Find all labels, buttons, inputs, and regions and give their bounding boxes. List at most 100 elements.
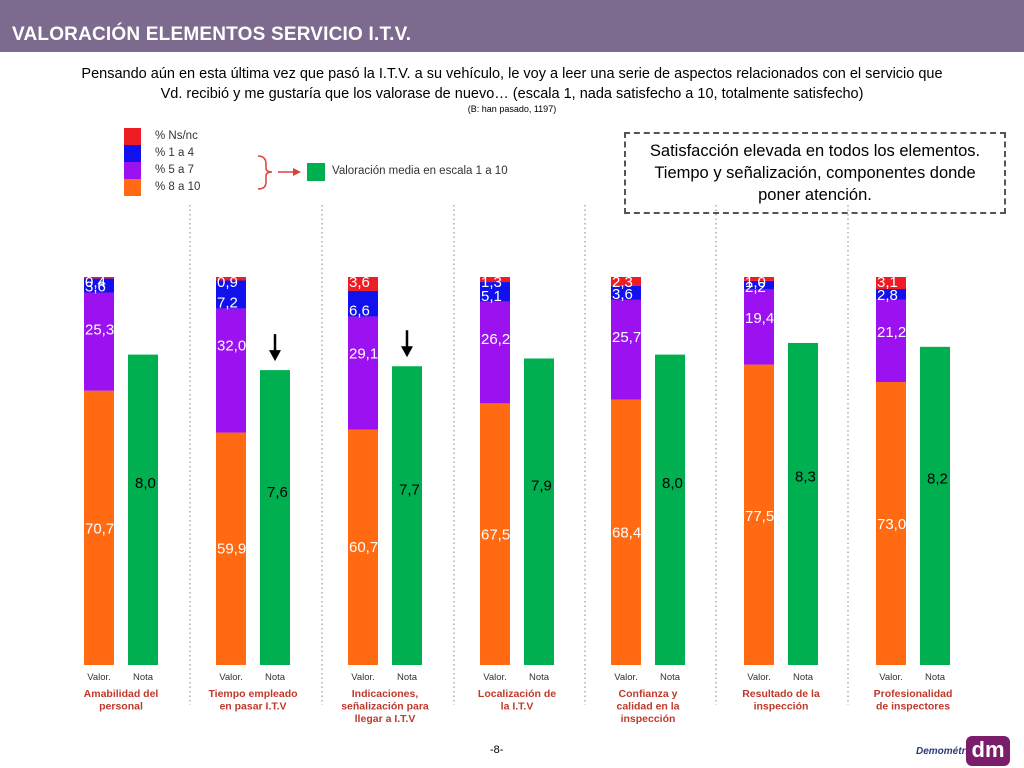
category-label-5-line-3: inspección [621,713,676,725]
bar-mean-5 [655,354,685,665]
bar-segment-r8a10-4 [480,403,510,665]
callout-line-2: Tiempo y señalización, componentes donde [654,164,976,182]
data-label-mean-5: 8,0 [662,475,683,492]
legend-swatch-5a7 [124,162,141,179]
category-label-6-line-1: Resultado de la [742,688,820,700]
data-label-ns-7: 3,1 [877,274,898,291]
data-label-ns-3: 3,6 [349,274,370,291]
sub-label-valor-5: Valor. [614,672,638,683]
data-label-r8a10-1: 70,7 [85,520,114,537]
data-label-r8a10-3: 60,7 [349,539,378,556]
legend-brace [257,155,273,190]
mean-legend: Valoración media en escala 1 a 10 [307,163,567,181]
attention-arrow-head-3 [401,346,413,358]
legend-label-8a10: % 8 a 10 [155,181,201,193]
data-label-ns-4: 1,3 [481,274,502,291]
category-label-4-line-1: Localización de [478,688,556,700]
data-label-ns-6: 1,0 [745,274,766,291]
category-label-2-line-1: Tiempo empleado [208,688,297,700]
bar-segment-r8a10-2 [216,432,246,665]
bar-segment-r1a4-4 [480,282,510,302]
data-label-mean-2: 7,6 [267,484,288,501]
legend-swatch-mean [307,163,325,181]
bar-segment-ns-5 [611,277,641,286]
header-bar: VALORACIÓN ELEMENTOS SERVICIO I.T.V. [0,0,1024,52]
bar-segment-r1a4-7 [876,289,906,300]
legend-item-ns: % Ns/nc [124,128,274,145]
sub-label-valor-2: Valor. [219,672,243,683]
bar-segment-r5a7-3 [348,316,378,430]
category-label-2-line-2: en pasar I.T.V [219,701,286,713]
data-label-ns-2: 0,9 [217,274,238,291]
bar-segment-r5a7-5 [611,299,641,400]
sub-label-nota-1: Nota [133,672,154,683]
bar-segment-r1a4-5 [611,285,641,300]
data-label-mean-4: 7,9 [531,477,552,494]
bar-segment-r8a10-7 [876,382,906,665]
sub-label-nota-5: Nota [660,672,681,683]
sub-label-valor-6: Valor. [747,672,771,683]
bar-mean-6 [788,342,818,665]
page-title: VALORACIÓN ELEMENTOS SERVICIO I.T.V. [12,24,412,45]
category-label-1-line-1: Amabilidad del [84,688,159,700]
sub-label-nota-4: Nota [529,672,550,683]
bar-segment-ns-3 [348,277,378,291]
data-label-r8a10-5: 68,4 [612,525,641,542]
data-label-r8a10-4: 67,5 [481,526,510,543]
question-text: Pensando aún en esta última vez que pasó… [40,64,984,104]
data-label-r8a10-7: 73,0 [877,516,906,533]
data-label-r5a7-5: 25,7 [612,329,641,346]
data-label-mean-1: 8,0 [135,475,156,492]
data-label-r5a7-4: 26,2 [481,331,510,348]
category-label-1-line-2: personal [99,701,143,713]
legend-label-1a4: % 1 a 4 [155,147,194,159]
bar-mean-2 [260,370,290,665]
data-label-r5a7-7: 21,2 [877,324,906,341]
question-line-2: Vd. recibió y me gustaría que los valora… [160,86,864,102]
sample-base: (B: han pasado, 1197) [467,104,557,114]
category-label-7-line-1: Profesionalidad [874,688,953,700]
bar-segment-r1a4-2 [216,280,246,309]
data-label-r1a4-6: 2,2 [745,279,766,296]
legend-swatch-8a10 [124,179,141,196]
bar-segment-ns-6 [744,277,774,281]
category-label-3-line-2: señalización para [341,701,429,713]
data-label-mean-6: 8,3 [795,468,816,485]
category-label-5-line-1: Confianza y [619,688,678,700]
category-label-7-line-2: de inspectores [876,701,950,713]
bar-mean-1 [128,354,158,665]
logo-text: Demométrica [916,746,980,757]
data-label-r5a7-6: 19,4 [745,310,774,327]
legend-swatch-1a4 [124,145,141,162]
bar-segment-r5a7-7 [876,299,906,383]
sub-label-nota-7: Nota [925,672,946,683]
bar-mean-4 [524,358,554,665]
question-line-1: Pensando aún en esta última vez que pasó… [81,66,943,82]
data-label-r1a4-1: 3,6 [85,279,106,296]
legend-item-1a4: % 1 a 4 [124,145,274,162]
category-label-3-line-3: llegar a I.T.V [355,713,416,725]
data-label-r5a7-2: 32,0 [217,337,246,354]
legend-swatch-ns [124,128,141,145]
data-label-r5a7-1: 25,3 [85,322,114,339]
bar-mean-7 [920,346,950,665]
legend-item-5a7: % 5 a 7 [124,162,274,179]
bar-segment-ns-1 [84,277,114,279]
bar-segment-ns-2 [216,277,246,281]
callout-line-1: Satisfacción elevada en todos los elemen… [649,142,981,160]
category-label-6-line-2: inspección [754,701,809,713]
bar-segment-r5a7-1 [84,292,114,391]
data-label-r1a4-2: 7,2 [217,294,238,311]
bar-segment-r5a7-6 [744,289,774,365]
legend-label-ns: % Ns/nc [155,130,198,142]
company-logo: Demométrica dm [916,736,1016,766]
sub-label-valor-7: Valor. [879,672,903,683]
data-label-r8a10-2: 59,9 [217,540,246,557]
bar-segment-ns-4 [480,277,510,283]
data-label-r8a10-6: 77,5 [745,508,774,525]
bar-segment-r8a10-6 [744,364,774,665]
bar-segment-r5a7-4 [480,301,510,404]
data-label-ns-1: 0,4 [85,274,106,291]
